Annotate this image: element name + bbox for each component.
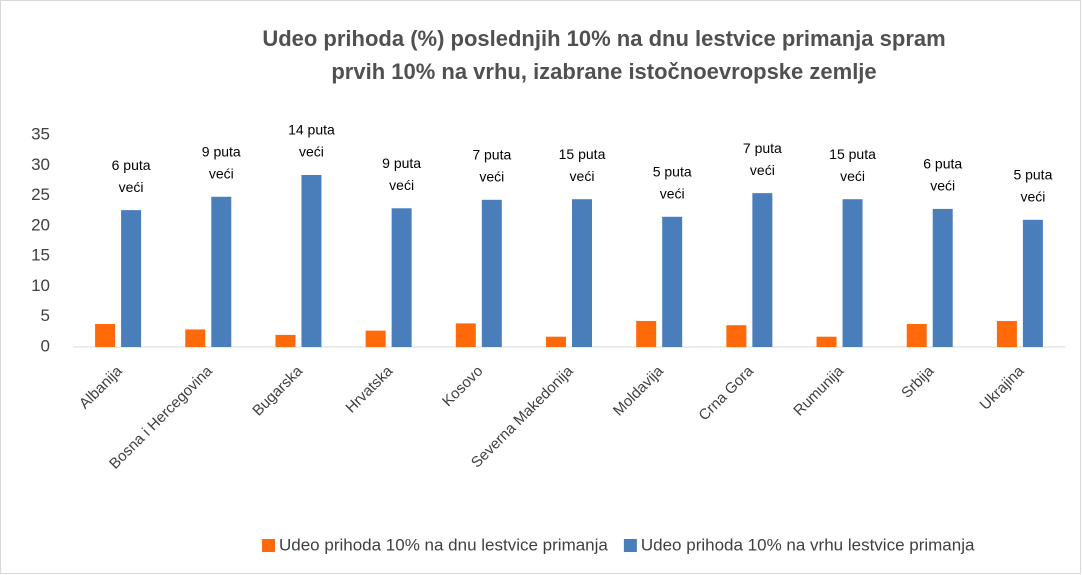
- y-tick-label: 15: [31, 246, 50, 265]
- legend-swatch: [262, 539, 275, 552]
- bar: [932, 208, 953, 347]
- annotation: 9 puta: [202, 143, 241, 159]
- annotation: veći: [1020, 189, 1045, 205]
- y-tick-label: 5: [41, 306, 50, 325]
- annotation: 15 puta: [559, 146, 606, 162]
- bar: [481, 199, 502, 347]
- bar: [95, 323, 116, 347]
- annotation: veći: [840, 168, 865, 184]
- bar: [121, 210, 142, 347]
- annotation: 6 puta: [112, 157, 151, 173]
- annotation: 5 puta: [653, 163, 692, 179]
- bar: [1022, 219, 1043, 347]
- bar: [572, 199, 592, 347]
- bar: [816, 336, 837, 347]
- bar: [726, 325, 747, 347]
- bar: [662, 216, 683, 347]
- annotation: 7 puta: [743, 140, 782, 156]
- bar: [906, 323, 927, 347]
- annotation: veći: [119, 179, 144, 195]
- bar: [455, 323, 476, 347]
- annotation: 9 puta: [382, 155, 421, 171]
- y-tick-label: 30: [31, 155, 50, 174]
- annotation: veći: [299, 144, 324, 160]
- bar: [546, 336, 566, 347]
- annotation: 14 puta: [288, 122, 335, 138]
- annotation: 15 puta: [829, 146, 876, 162]
- y-tick-label: 10: [31, 276, 50, 295]
- bar: [275, 334, 296, 347]
- annotation: veći: [209, 165, 234, 181]
- bar: [996, 320, 1017, 347]
- annotation: veći: [750, 162, 775, 178]
- y-tick-label: 25: [31, 185, 50, 204]
- annotation: veći: [570, 168, 595, 184]
- bar: [636, 320, 657, 347]
- bar: [391, 208, 412, 347]
- y-tick-label: 35: [31, 124, 50, 143]
- y-tick-label: 20: [31, 215, 50, 234]
- bar: [185, 329, 206, 347]
- bar: [301, 174, 322, 347]
- annotation: 5 puta: [1013, 167, 1052, 183]
- chart-title: Udeo prihoda (%) poslednjih 10% na dnu l…: [262, 26, 945, 51]
- annotation: veći: [660, 185, 685, 201]
- annotation: 7 puta: [472, 147, 511, 163]
- legend-swatch: [623, 539, 637, 552]
- annotation: 6 puta: [923, 156, 962, 172]
- annotation: veći: [930, 178, 955, 194]
- bar: [365, 330, 386, 347]
- bar: [752, 193, 773, 347]
- annotation: veći: [479, 169, 504, 185]
- annotation: veći: [389, 177, 414, 193]
- y-tick-label: 0: [41, 336, 50, 355]
- bar: [211, 196, 232, 347]
- chart-title: prvih 10% na vrhu, izabrane istočnoevrop…: [331, 59, 876, 84]
- legend-label: Udeo prihoda 10% na dnu lestvice primanj…: [279, 535, 608, 554]
- bar: [842, 199, 863, 347]
- legend-label: Udeo prihoda 10% na vrhu lestvice priman…: [641, 535, 975, 554]
